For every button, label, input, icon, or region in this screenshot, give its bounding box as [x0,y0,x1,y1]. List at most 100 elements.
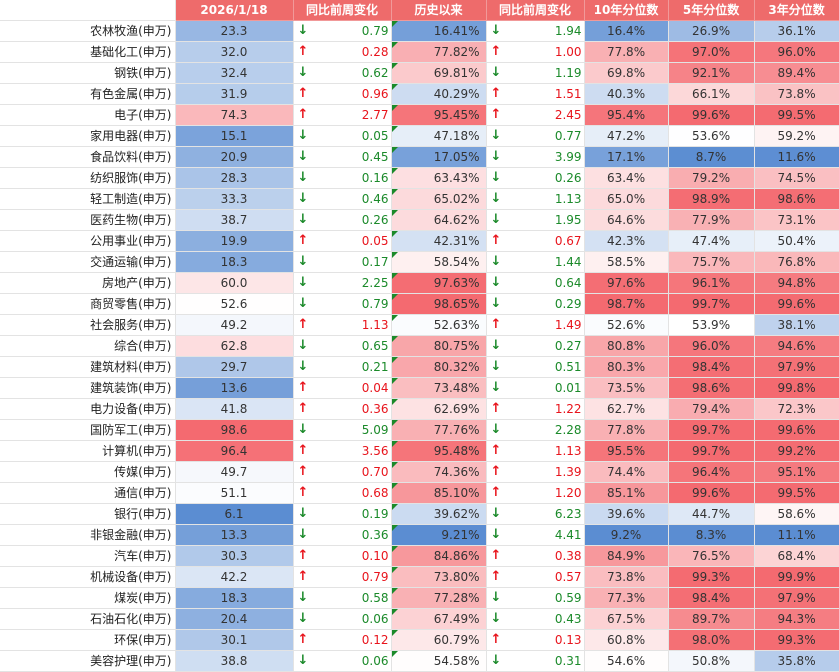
percentile-5y: 75.7% [668,251,755,273]
row-name: 通信(申万) [0,482,176,504]
change-arrow-1: ↓ [293,503,315,525]
change-arrow-1: ↑ [293,377,315,399]
pe-value: 6.1 [175,503,294,525]
table-row: 石油石化(申万) 20.4 ↓ 0.06 67.49% ↓ 0.43 67.5% 89.7% 94… [0,608,839,630]
change-arrow-2: ↓ [486,209,509,231]
hist-percentile: 95.48% [391,440,487,462]
pe-value: 13.6 [175,377,294,399]
row-name: 计算机(申万) [0,440,176,462]
table-body: 农林牧渔(申万) 23.3 ↓ 0.79 16.41% ↓ 1.94 16.4% 26.9% 36… [0,20,839,672]
change-value-2: 0.77 [508,125,585,147]
pe-value: 60.0 [175,272,294,294]
percentile-10y: 77.8% [584,419,669,441]
change-value-2: 0.31 [508,650,585,672]
percentile-3y: 11.6% [754,146,839,168]
change-value-2: 2.28 [508,419,585,441]
hist-percentile: 40.29% [391,83,487,105]
percentile-3y: 74.5% [754,167,839,189]
change-value-1: 0.79 [315,293,392,315]
table-row: 农林牧渔(申万) 23.3 ↓ 0.79 16.41% ↓ 1.94 16.4% 26.9% 36… [0,20,839,42]
row-name: 有色金属(申万) [0,83,176,105]
change-arrow-2: ↑ [486,398,509,420]
change-value-2: 0.57 [508,566,585,588]
change-arrow-2: ↓ [486,524,509,546]
percentile-3y: 58.6% [754,503,839,525]
change-arrow-2: ↓ [486,503,509,525]
change-arrow-1: ↑ [293,41,315,63]
percentile-10y: 84.9% [584,545,669,567]
pe-value: 18.3 [175,587,294,609]
table-row: 煤炭(申万) 18.3 ↓ 0.58 77.28% ↓ 0.59 77.3% 98.4% 97.9… [0,587,839,609]
row-name: 医药生物(申万) [0,209,176,231]
hist-percentile: 73.48% [391,377,487,399]
change-value-1: 0.05 [315,125,392,147]
hist-percentile: 74.36% [391,461,487,483]
row-name: 环保(申万) [0,629,176,651]
change-arrow-2: ↑ [486,41,509,63]
percentile-10y: 16.4% [584,20,669,42]
change-arrow-2: ↓ [486,125,509,147]
change-arrow-1: ↑ [293,629,315,651]
percentile-3y: 73.8% [754,83,839,105]
change-arrow-2: ↑ [486,104,509,126]
table-row: 环保(申万) 30.1 ↑ 0.12 60.79% ↑ 0.13 60.8% 98.0% 99.3… [0,629,839,651]
table-row: 公用事业(申万) 19.9 ↑ 0.05 42.31% ↑ 0.67 42.3% 47.4% 50… [0,230,839,252]
percentile-5y: 99.6% [668,104,755,126]
change-value-1: 0.19 [315,503,392,525]
hist-percentile: 69.81% [391,62,487,84]
percentile-10y: 77.8% [584,41,669,63]
percentile-3y: 89.4% [754,62,839,84]
hist-percentile: 16.41% [391,20,487,42]
change-arrow-1: ↓ [293,125,315,147]
change-value-2: 0.26 [508,167,585,189]
change-arrow-2: ↓ [486,650,509,672]
table-row: 社会服务(申万) 49.2 ↑ 1.13 52.63% ↑ 1.49 52.6% 53.9% 38… [0,314,839,336]
percentile-3y: 94.8% [754,272,839,294]
row-name: 电力设备(申万) [0,398,176,420]
change-value-2: 0.29 [508,293,585,315]
hist-percentile: 65.02% [391,188,487,210]
header-wow1: 同比前周变化 [293,0,392,21]
percentile-5y: 96.0% [668,335,755,357]
row-name: 电子(申万) [0,104,176,126]
row-name: 农林牧渔(申万) [0,20,176,42]
percentile-3y: 99.8% [754,377,839,399]
change-value-2: 0.59 [508,587,585,609]
change-value-2: 1.94 [508,20,585,42]
hist-percentile: 17.05% [391,146,487,168]
percentile-5y: 98.4% [668,587,755,609]
percentile-5y: 98.4% [668,356,755,378]
pe-value: 32.4 [175,62,294,84]
change-arrow-1: ↑ [293,104,315,126]
change-value-1: 1.13 [315,314,392,336]
percentile-3y: 95.1% [754,461,839,483]
pe-value: 42.2 [175,566,294,588]
table-row: 传媒(申万) 49.7 ↑ 0.70 74.36% ↑ 1.39 74.4% 96.4% 95.1… [0,461,839,483]
header-blank [0,0,176,21]
change-value-2: 0.51 [508,356,585,378]
hist-percentile: 64.62% [391,209,487,231]
table-row: 家用电器(申万) 15.1 ↓ 0.05 47.18% ↓ 0.77 47.2% 53.6% 59… [0,125,839,147]
percentile-5y: 99.7% [668,419,755,441]
change-value-1: 0.36 [315,524,392,546]
row-name: 非银金融(申万) [0,524,176,546]
change-value-1: 0.79 [315,566,392,588]
hist-percentile: 85.10% [391,482,487,504]
change-value-1: 0.45 [315,146,392,168]
percentile-5y: 8.3% [668,524,755,546]
table-row: 电力设备(申万) 41.8 ↑ 0.36 62.69% ↑ 1.22 62.7% 79.4% 72… [0,398,839,420]
change-arrow-1: ↑ [293,566,315,588]
percentile-3y: 99.6% [754,293,839,315]
change-arrow-1: ↓ [293,293,315,315]
change-arrow-1: ↑ [293,440,315,462]
percentile-3y: 97.9% [754,356,839,378]
change-value-2: 1.13 [508,188,585,210]
table-row: 建筑材料(申万) 29.7 ↓ 0.21 80.32% ↓ 0.51 80.3% 98.4% 97… [0,356,839,378]
percentile-10y: 73.8% [584,566,669,588]
header-p5: 5年分位数 [668,0,755,21]
table-row: 综合(申万) 62.8 ↓ 0.65 80.75% ↓ 0.27 80.8% 96.0% 94.6… [0,335,839,357]
pe-value: 49.2 [175,314,294,336]
change-value-2: 0.43 [508,608,585,630]
row-name: 纺织服饰(申万) [0,167,176,189]
